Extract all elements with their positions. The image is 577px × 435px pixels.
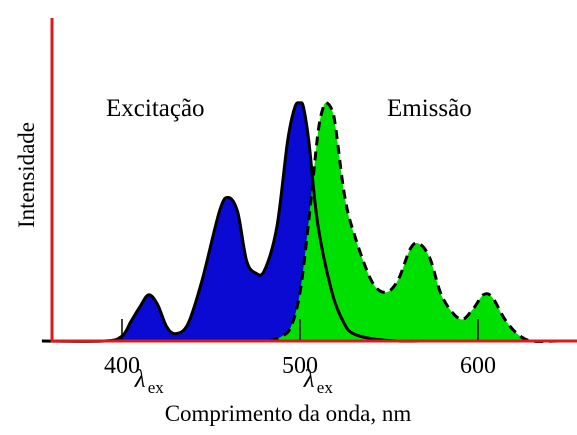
spectrum-areas — [41, 102, 559, 342]
lambda-annotations: λ ex λ ex — [134, 366, 334, 397]
lambda-symbol: λ — [303, 366, 315, 393]
x-axis-title: Comprimento da onda, nm — [165, 401, 412, 426]
emission-series-label: Emissão — [387, 95, 472, 122]
lambda-ex-annotation: λ ex — [134, 366, 165, 397]
excitation-series-label: Excitação — [106, 95, 205, 122]
lambda-subscript: ex — [317, 378, 334, 397]
excitation-curve — [41, 101, 425, 343]
x-tick-label: 400 — [104, 353, 140, 379]
emission-curve — [269, 101, 559, 344]
lambda-subscript: ex — [148, 378, 165, 397]
x-tick-label: 500 — [282, 353, 318, 379]
x-tick-label: 600 — [460, 353, 496, 379]
x-ticks: 400 500 600 — [104, 319, 496, 379]
lambda-ex-annotation: λ ex — [303, 366, 334, 397]
lambda-symbol: λ — [134, 366, 146, 393]
spectrum-curves — [41, 101, 559, 344]
y-axis-title: Intensidade — [14, 122, 39, 228]
emission-area — [269, 102, 559, 342]
